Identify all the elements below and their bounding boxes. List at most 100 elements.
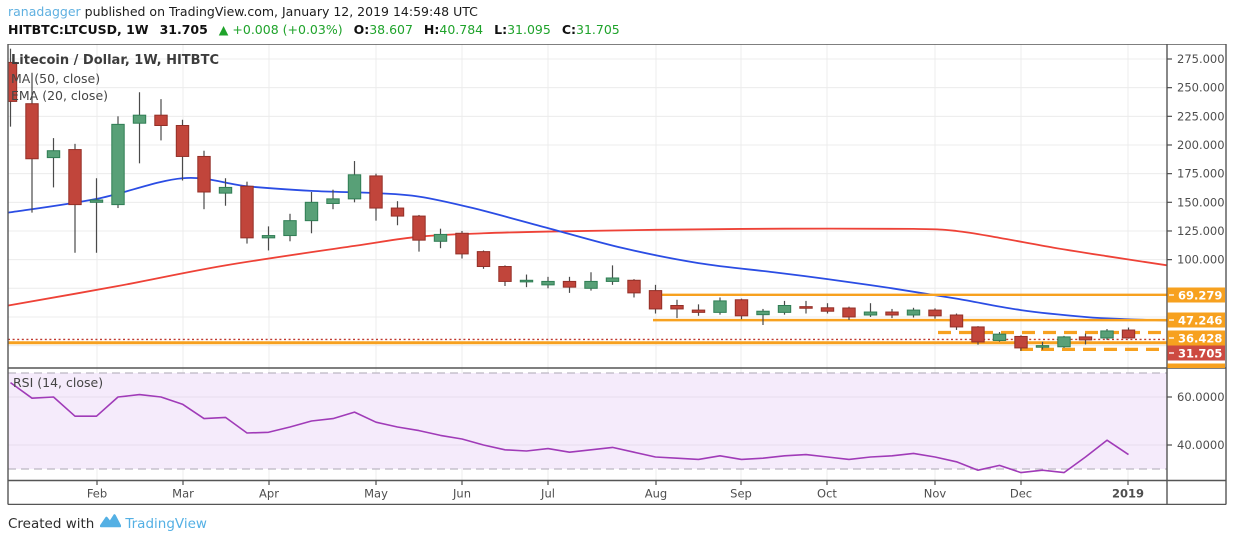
candle [154, 99, 168, 141]
price-tick-label: 200.000 [1177, 138, 1225, 152]
ma50-line [8, 176, 1167, 322]
low-label: L: [494, 22, 508, 37]
candle [326, 189, 340, 210]
candle [1014, 335, 1028, 351]
candles [8, 48, 1136, 351]
candle [1121, 327, 1136, 339]
pane-borders [7, 44, 1227, 505]
candle [906, 307, 921, 318]
time-tick-label: Mar [172, 487, 194, 501]
candle [562, 276, 577, 293]
candle [949, 313, 964, 330]
candle [197, 150, 211, 210]
time-tick-label: Oct [817, 487, 837, 501]
close-value: 31.705 [576, 22, 620, 37]
ema20-line [8, 227, 1167, 307]
clipped-price-badge [1167, 363, 1225, 368]
candle [433, 228, 448, 249]
candle [863, 303, 878, 317]
publish-line: ranadagger published on TradingView.com,… [8, 3, 1228, 21]
candle [885, 308, 899, 319]
open-value: 38.607 [369, 22, 413, 37]
time-axis: Feb Mar Apr May Jun Jul Aug Sep Oct Nov Dec 2019 [87, 480, 1144, 501]
candle [519, 274, 534, 288]
candle [842, 306, 856, 320]
candle [455, 230, 469, 259]
candle [498, 265, 512, 287]
time-tick-label: Jun [452, 487, 471, 501]
open-label: O: [353, 22, 370, 37]
price-tick-label: 250.000 [1177, 81, 1225, 95]
symbol-line: HITBTC:LTCUSD, 1W 31.705 ▲ +0.008 (+0.03… [8, 21, 1228, 39]
header: ranadagger published on TradingView.com,… [8, 3, 1228, 39]
candle [132, 92, 147, 164]
drawing-levels [8, 293, 1167, 352]
candle [412, 214, 426, 252]
candle [283, 213, 297, 242]
candle [713, 297, 727, 315]
svg-text:36.428: 36.428 [1178, 332, 1222, 346]
last-price: 31.705 [159, 22, 208, 37]
time-tick-label: Nov [924, 487, 947, 501]
rsi-line [10, 381, 1129, 474]
username-link[interactable]: ranadagger [8, 4, 81, 19]
candle [1100, 329, 1114, 340]
candle [240, 181, 254, 244]
price-badge: 47.246 [1167, 312, 1225, 328]
candle [605, 265, 620, 285]
price-tick-label: 150.000 [1177, 195, 1225, 209]
price-tick-label: 275.000 [1177, 52, 1225, 66]
rsi-tick-label: 40.0000 [1177, 438, 1225, 452]
candle [799, 300, 813, 314]
candle [1035, 341, 1050, 350]
candle [541, 276, 555, 289]
time-tick-label: Aug [645, 487, 667, 501]
candle [756, 308, 770, 325]
candle [734, 298, 749, 320]
candle [971, 326, 985, 345]
candle [670, 299, 684, 319]
time-tick-label: 2019 [1112, 487, 1144, 501]
rsi-tick-label: 60.0000 [1177, 390, 1225, 404]
candle [68, 143, 82, 253]
price-badge: 31.705 [1167, 345, 1225, 361]
candle [584, 272, 598, 291]
chart-canvas[interactable]: 275.000 250.000 225.000 200.000 175.000 150.0… [0, 44, 1234, 505]
price-axis: 275.000 250.000 225.000 200.000 175.000 150.0… [1167, 52, 1225, 452]
high-value: 40.784 [439, 22, 484, 37]
candle [691, 304, 706, 316]
candle [369, 173, 383, 221]
svg-text:47.246: 47.246 [1178, 314, 1222, 328]
candle [46, 138, 61, 188]
time-tick-label: Apr [259, 487, 279, 501]
time-tick-label: Dec [1010, 487, 1032, 501]
main-chart[interactable]: 275.000 250.000 225.000 200.000 175.000 150.0… [0, 44, 1234, 505]
price-change: +0.008 (+0.03%) [232, 22, 343, 37]
candle [261, 226, 276, 251]
candle [627, 279, 641, 298]
time-tick-label: Feb [87, 487, 107, 501]
candle [476, 250, 491, 269]
change-arrow-icon: ▲ [218, 22, 229, 37]
candle [304, 191, 319, 234]
svg-text:69.279: 69.279 [1178, 289, 1222, 303]
price-tick-label: 225.000 [1177, 109, 1225, 123]
candle [648, 284, 663, 314]
time-tick-label: May [364, 487, 388, 501]
candle [777, 300, 792, 315]
close-label: C: [561, 22, 577, 37]
candle [89, 178, 104, 253]
price-badge: 69.279 [1167, 287, 1225, 303]
time-tick-label: Sep [730, 487, 752, 501]
svg-text:31.705: 31.705 [1178, 347, 1222, 361]
candle [390, 201, 405, 226]
tradingview-logo-icon[interactable] [100, 513, 122, 535]
created-with-text: Created with [8, 516, 95, 532]
published-text: published on TradingView.com, January 12… [80, 4, 478, 19]
candle [218, 178, 233, 206]
price-tick-label: 100.000 [1177, 253, 1225, 267]
candle [25, 72, 39, 213]
high-label: H: [423, 22, 440, 37]
tradingview-link[interactable]: TradingView [125, 516, 207, 532]
